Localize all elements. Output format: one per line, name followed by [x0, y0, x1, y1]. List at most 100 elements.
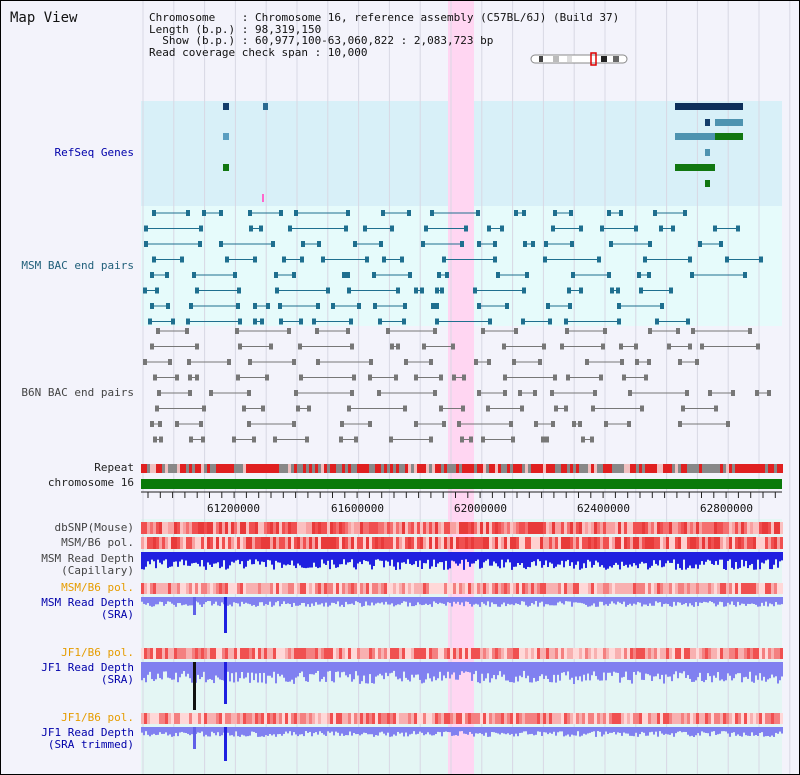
- heat-cell: [747, 583, 750, 594]
- depth-bar: [427, 597, 429, 606]
- track-label-msm-b6-pol-1[interactable]: MSM/B6 pol.: [61, 536, 134, 549]
- heat-cell: [207, 583, 210, 594]
- track-label-jf1-b6-pol-2[interactable]: JF1/B6 pol.: [61, 711, 134, 724]
- depth-bar: [567, 727, 569, 735]
- track-label-msm-b6-pol-2[interactable]: MSM/B6 pol.: [61, 581, 134, 594]
- repeat-segment: [642, 464, 645, 473]
- repeat-segment: [720, 464, 723, 473]
- bac-end: [266, 303, 270, 309]
- track-label-chromosome[interactable]: chromosome 16: [47, 476, 134, 489]
- heat-cell: [459, 522, 462, 534]
- heat-cell: [468, 583, 471, 594]
- track-label-jf1-depth-trim[interactable]: JF1 Read Depth: [41, 726, 134, 739]
- depth-bar: [519, 552, 521, 565]
- depth-bar: [245, 552, 247, 567]
- heat-cell: [702, 583, 705, 594]
- heat-cell: [681, 522, 684, 534]
- depth-bar: [505, 662, 507, 681]
- heat-cell: [201, 713, 204, 724]
- heat-cell: [285, 713, 288, 724]
- heat-cell: [744, 713, 747, 724]
- depth-bar: [567, 662, 569, 672]
- depth-bar: [437, 727, 439, 732]
- heat-cell: [165, 522, 168, 534]
- heat-cell: [408, 537, 411, 549]
- depth-bar: [727, 662, 729, 674]
- heat-cell: [159, 648, 162, 659]
- repeat-segment: [495, 464, 498, 473]
- depth-bar: [225, 552, 227, 570]
- track-label-msm-bac[interactable]: MSM BAC end pairs: [21, 259, 134, 272]
- heat-cell: [435, 648, 438, 659]
- track-label-b6n-bac[interactable]: B6N BAC end pairs: [21, 386, 134, 399]
- depth-bar: [675, 727, 677, 734]
- depth-bar: [455, 727, 457, 736]
- heat-cell: [432, 713, 435, 724]
- track-label-refseq[interactable]: RefSeq Genes: [54, 146, 134, 159]
- heat-cell: [516, 583, 519, 594]
- depth-bar: [557, 552, 559, 565]
- track-label-msm-depth-cap[interactable]: MSM Read Depth: [41, 552, 134, 565]
- depth-bar: [711, 662, 713, 683]
- track-label-jf1-b6-pol-1[interactable]: JF1/B6 pol.: [61, 646, 134, 659]
- heat-cell: [663, 583, 666, 594]
- depth-bar: [705, 597, 707, 603]
- heat-cell: [198, 583, 201, 594]
- heat-cell: [441, 522, 444, 534]
- heat-cell: [696, 648, 699, 659]
- track-label-dbsnp[interactable]: dbSNP(Mouse): [54, 521, 134, 534]
- heat-cell: [255, 648, 258, 659]
- depth-bar: [197, 662, 199, 675]
- bac-end: [708, 390, 712, 396]
- heat-cell: [717, 713, 720, 724]
- depth-bar: [291, 727, 293, 736]
- heat-cell: [153, 583, 156, 594]
- heat-cell: [447, 583, 450, 594]
- depth-bar: [559, 597, 561, 602]
- depth-bar: [189, 727, 191, 736]
- depth-bar: [419, 597, 421, 605]
- depth-bar: [471, 597, 473, 607]
- heat-cell: [480, 648, 483, 659]
- depth-bar: [537, 662, 539, 681]
- depth-bar: [517, 597, 519, 604]
- heat-cell: [456, 583, 459, 594]
- heat-cell: [336, 537, 339, 549]
- repeat-segment: [516, 464, 519, 473]
- track-label-repeat[interactable]: Repeat: [94, 461, 134, 474]
- depth-bar: [423, 552, 425, 564]
- depth-bar: [227, 552, 229, 569]
- depth-bar: [379, 662, 381, 674]
- depth-bar: [473, 597, 475, 605]
- depth-bar: [375, 662, 377, 677]
- depth-bar: [511, 727, 513, 734]
- heat-cell: [327, 522, 330, 534]
- depth-bar: [263, 727, 265, 737]
- depth-bar: [703, 597, 705, 602]
- depth-bar: [471, 662, 473, 681]
- depth-bar: [631, 597, 633, 606]
- depth-bar: [303, 727, 305, 737]
- heat-cell: [489, 713, 492, 724]
- depth-bar: [727, 552, 729, 561]
- heat-cell: [534, 648, 537, 659]
- bac-end: [422, 343, 426, 350]
- heat-cell: [576, 583, 579, 594]
- repeat-segment: [297, 464, 300, 473]
- bac-end: [533, 390, 537, 396]
- repeat-segment: [411, 464, 414, 473]
- bac-end: [601, 343, 605, 350]
- depth-bar: [299, 597, 301, 606]
- heat-cell: [684, 713, 687, 724]
- depth-bar: [153, 597, 155, 607]
- depth-bar: [251, 727, 253, 732]
- heat-cell: [183, 537, 186, 549]
- heat-cell: [210, 713, 213, 724]
- depth-bar: [357, 552, 359, 564]
- track-label-msm-depth-sra[interactable]: MSM Read Depth: [41, 596, 134, 609]
- depth-bar: [599, 552, 601, 567]
- heat-cell: [405, 713, 408, 724]
- track-label-jf1-depth-sra[interactable]: JF1 Read Depth: [41, 661, 134, 674]
- bac-end: [678, 421, 682, 427]
- depth-bar: [639, 662, 641, 673]
